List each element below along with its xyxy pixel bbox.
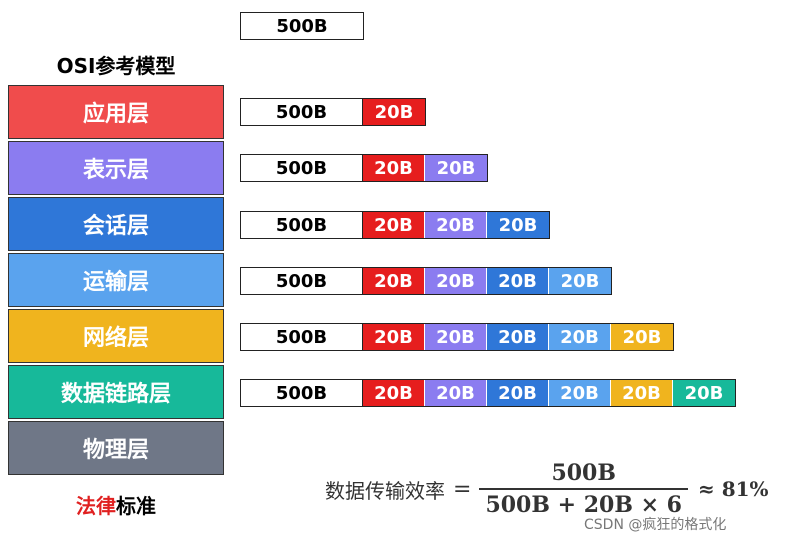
data-block: 500B [241,99,363,125]
header-block: 20B [363,268,425,294]
osi-layer: 网络层 [8,309,224,363]
packet-row: 500B 20B 20B 20B 20B [240,267,612,295]
header-block: 20B [425,268,487,294]
data-block: 500B [241,13,363,39]
header-block: 20B [487,268,549,294]
header-block: 20B [487,380,549,406]
watermark: CSDN @疯狂的格式化 [584,517,727,533]
osi-title: OSI参考模型 [56,54,176,78]
data-block: 500B [241,268,363,294]
packet-row: 500B [240,12,364,40]
footer-caption: 法律标准 [8,490,224,519]
formula-fraction: 500B 500B + 20B × 6 [479,460,688,518]
formula-equals: = [453,476,472,502]
osi-layer: 数据链路层 [8,365,224,419]
osi-layer: 物理层 [8,421,224,475]
osi-layer: 会话层 [8,197,224,251]
data-block: 500B [241,324,363,350]
formula-denominator: 500B + 20B × 6 [479,488,688,518]
packet-row: 500B 20B 20B 20B 20B 20B 20B [240,379,736,407]
header-block: 20B [363,155,425,181]
footer-red-text: 法律 [76,494,116,518]
header-block: 20B [425,380,487,406]
header-block: 20B [363,324,425,350]
data-block: 500B [241,380,363,406]
osi-layer: 应用层 [8,85,224,139]
packet-row: 500B 20B 20B 20B [240,211,550,239]
data-block: 500B [241,155,363,181]
packet-row: 500B 20B 20B 20B 20B 20B [240,323,674,351]
header-block: 20B [487,212,549,238]
packet-row: 500B 20B [240,98,426,126]
efficiency-formula: 数据传输效率 = 500B 500B + 20B × 6 ≈ 81% [325,460,769,518]
formula-numerator: 500B [551,460,616,486]
packet-row: 500B 20B 20B [240,154,488,182]
osi-layer: 运输层 [8,253,224,307]
formula-lhs: 数据传输效率 [325,478,445,503]
header-block: 20B [673,380,735,406]
header-block: 20B [487,324,549,350]
header-block: 20B [611,380,673,406]
osi-layer-stack: 应用层 表示层 会话层 运输层 网络层 数据链路层 物理层 [8,85,224,477]
header-block: 20B [549,324,611,350]
osi-layer: 表示层 [8,141,224,195]
header-block: 20B [549,380,611,406]
header-block: 20B [549,268,611,294]
header-block: 20B [425,155,487,181]
header-block: 20B [363,212,425,238]
header-block: 20B [363,99,425,125]
footer-black-text: 标准 [116,494,156,518]
formula-result: ≈ 81% [697,477,769,501]
header-block: 20B [425,324,487,350]
header-block: 20B [363,380,425,406]
header-block: 20B [425,212,487,238]
header-block: 20B [611,324,673,350]
data-block: 500B [241,212,363,238]
